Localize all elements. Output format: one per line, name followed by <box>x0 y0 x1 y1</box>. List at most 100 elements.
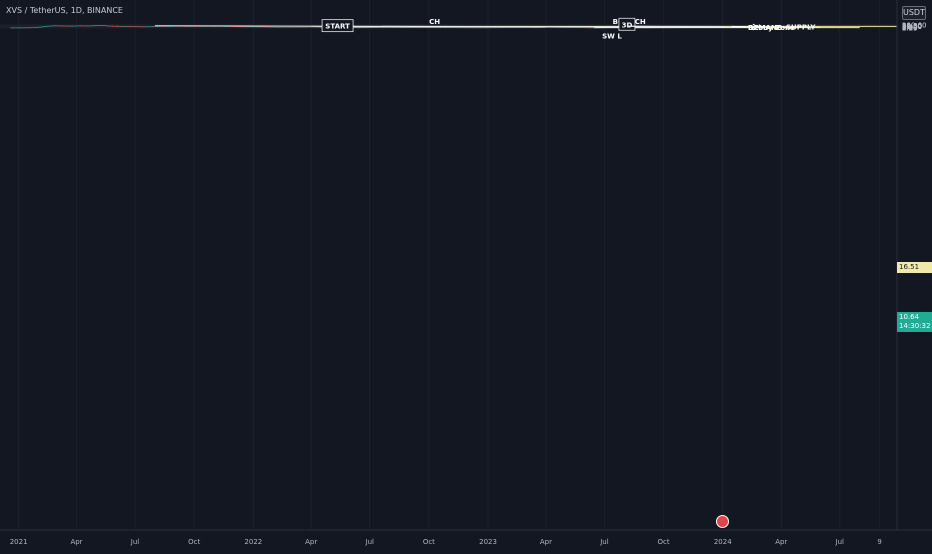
candle-body <box>23 27 24 28</box>
candle-body <box>293 27 294 28</box>
candle-body <box>481 27 482 28</box>
candle-body <box>84 26 85 27</box>
candle-body <box>96 25 97 26</box>
candle-body <box>590 27 591 28</box>
candle-body <box>459 27 460 28</box>
candle-body <box>40 27 41 28</box>
candle-body <box>48 26 49 27</box>
candle-body <box>42 26 43 27</box>
time-axis-tick-label: Oct <box>658 538 670 546</box>
candle-body <box>140 26 141 27</box>
candle-body <box>90 25 91 26</box>
candle-body <box>103 25 104 26</box>
time-axis-tick-label: Oct <box>423 538 435 546</box>
candle-body <box>75 26 76 27</box>
candle-body <box>98 25 99 26</box>
candle-body <box>432 27 433 28</box>
candle-body <box>463 27 464 28</box>
candle-body <box>473 27 474 28</box>
candle-body <box>136 26 137 27</box>
candle-body <box>81 26 82 27</box>
candle-body <box>457 27 458 28</box>
candle-body <box>588 27 589 28</box>
candle-body <box>100 25 101 26</box>
candle-body <box>117 26 118 27</box>
candle-body <box>585 27 586 28</box>
candle-body <box>584 27 585 28</box>
candle-body <box>145 26 146 27</box>
candle-body <box>579 27 580 28</box>
candle-body <box>593 27 594 28</box>
time-axis-tick-label: Apr <box>70 538 82 546</box>
symbol-title: XVS / TetherUS, 1D, BINANCE <box>6 6 123 15</box>
candle-body <box>116 26 117 27</box>
candle-body <box>149 26 150 27</box>
candle-body <box>27 27 28 28</box>
candle-body <box>28 27 29 28</box>
candle-body <box>73 26 74 27</box>
candle-body <box>250 26 251 27</box>
candle-body <box>86 26 87 27</box>
candle-body <box>577 27 578 28</box>
candle-body <box>580 27 581 28</box>
candle-body <box>480 27 481 28</box>
candle-body <box>147 26 148 27</box>
candle-body <box>314 27 315 28</box>
candle-body <box>355 27 356 28</box>
candle-body <box>320 27 321 28</box>
candle-body <box>268 27 269 28</box>
candle-body <box>306 27 307 28</box>
candle-body <box>491 27 492 28</box>
candle-body <box>310 27 311 28</box>
candle-body <box>89 26 90 27</box>
candle-body <box>458 27 459 28</box>
candle-body <box>318 27 319 28</box>
annotation-label-start: START <box>325 23 350 31</box>
candle-body <box>484 27 485 28</box>
candle-body <box>315 27 316 28</box>
time-axis-tick-label: Oct <box>188 538 200 546</box>
candle-body <box>129 26 130 27</box>
candle-body <box>72 26 73 27</box>
candle-body <box>68 26 69 27</box>
candle-body <box>261 26 262 27</box>
candle-body <box>63 26 64 27</box>
candle-body <box>451 27 452 28</box>
candle-body <box>482 27 483 28</box>
countdown-timer: 14:30:32 <box>899 322 932 331</box>
candle-body <box>71 26 72 27</box>
candle-body <box>151 26 152 27</box>
tradingview-logo-icon[interactable] <box>716 515 729 528</box>
candle-body <box>121 26 122 27</box>
candle-body <box>295 27 296 28</box>
candle-body <box>82 26 83 27</box>
candle-body <box>291 27 292 28</box>
candle-body <box>282 27 283 28</box>
currency-badge[interactable]: USDT <box>902 6 926 20</box>
candle-body <box>302 27 303 28</box>
candle-body <box>69 26 70 27</box>
candle-body <box>475 27 476 28</box>
candle-body <box>469 27 470 28</box>
candle-body <box>50 26 51 27</box>
candle-body <box>154 26 155 27</box>
candle-body <box>64 26 65 27</box>
candle-body <box>113 26 114 27</box>
candle-body <box>289 27 290 28</box>
candle-body <box>304 27 305 28</box>
candle-body <box>583 27 584 28</box>
candle-body <box>127 26 128 27</box>
candle-body <box>264 27 265 28</box>
annotation-label-ch: CH <box>429 18 440 26</box>
candle-body <box>296 27 297 28</box>
candle-body <box>91 25 92 26</box>
candle-body <box>487 27 488 28</box>
candle-body <box>298 27 299 28</box>
candle-body <box>22 27 23 28</box>
annotation-label-sw-l: SW L <box>602 33 622 41</box>
candle-body <box>460 27 461 28</box>
candle-body <box>288 27 289 28</box>
candle-body <box>305 27 306 28</box>
